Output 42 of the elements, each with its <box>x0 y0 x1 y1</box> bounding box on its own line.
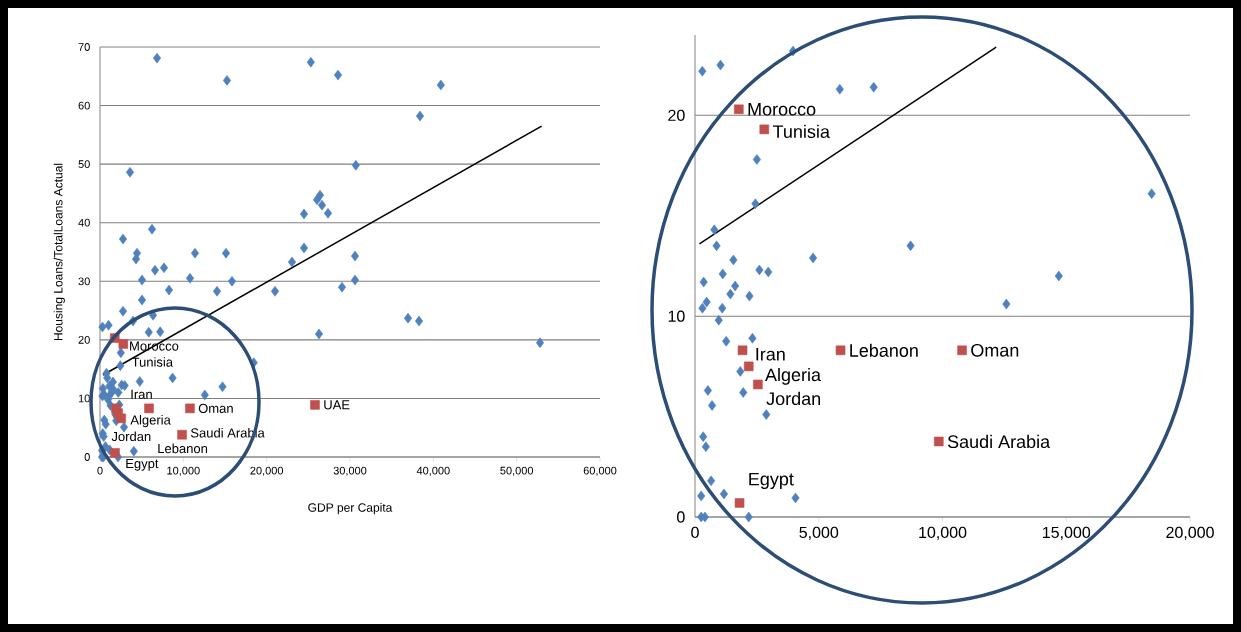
y-tick-label: 10 <box>78 394 90 403</box>
annotation: Oman <box>971 343 1019 357</box>
x-axis-title: GDP per Capita <box>308 502 393 515</box>
x-tick-label: 30,000 <box>333 466 367 476</box>
annotation: Algeria <box>765 367 822 385</box>
annotation: Tunisia <box>772 124 830 138</box>
y-axis-title: Housing Loans/TotalLoans Actual <box>53 163 65 341</box>
x-tick-label: 20,000 <box>250 466 284 476</box>
y-tick-label: 30 <box>78 277 90 286</box>
y-tick-label: 60 <box>78 101 90 110</box>
annotation: Jordan <box>111 431 151 442</box>
x-tick-label: 10,000 <box>919 526 967 540</box>
y-tick-label: 0 <box>84 453 90 461</box>
annotation: Oman <box>198 403 233 413</box>
annotation: Egypt <box>749 472 794 490</box>
x-tick-label: 50,000 <box>500 466 534 476</box>
y-tick-label: 40 <box>78 218 90 227</box>
y-tick-label: 50 <box>78 160 90 169</box>
annotation: Lebanon <box>158 443 208 454</box>
annotation: Algeria <box>130 415 171 428</box>
x-tick-label: 60,000 <box>583 466 617 476</box>
annotation: Tunisia <box>131 357 174 367</box>
x-tick-label: 15,000 <box>1043 526 1091 540</box>
x-tick-label: 5,000 <box>799 526 839 540</box>
x-tick-label: 0 <box>691 526 699 539</box>
y-tick-label: 0 <box>677 511 685 523</box>
annotation: Saudi Arabia <box>947 434 1051 449</box>
annotation: Egypt <box>126 459 159 471</box>
x-tick-label: 40,000 <box>416 466 450 476</box>
y-tick-label: 20 <box>668 109 685 121</box>
annotation: Iran <box>756 348 785 361</box>
x-tick-label: 20,000 <box>1166 526 1214 540</box>
annotation: Jordan <box>766 391 821 406</box>
annotation: Lebanon <box>850 343 918 357</box>
annotation: Morocco <box>748 103 816 116</box>
x-tick-label: 0 <box>97 466 103 475</box>
annotation: Iran <box>131 389 152 399</box>
y-tick-label: 20 <box>78 335 90 344</box>
y-tick-label: 10 <box>668 310 685 322</box>
annotation: UAE <box>324 400 350 410</box>
x-tick-label: 10,000 <box>167 466 200 476</box>
y-tick-label: 70 <box>78 43 90 51</box>
